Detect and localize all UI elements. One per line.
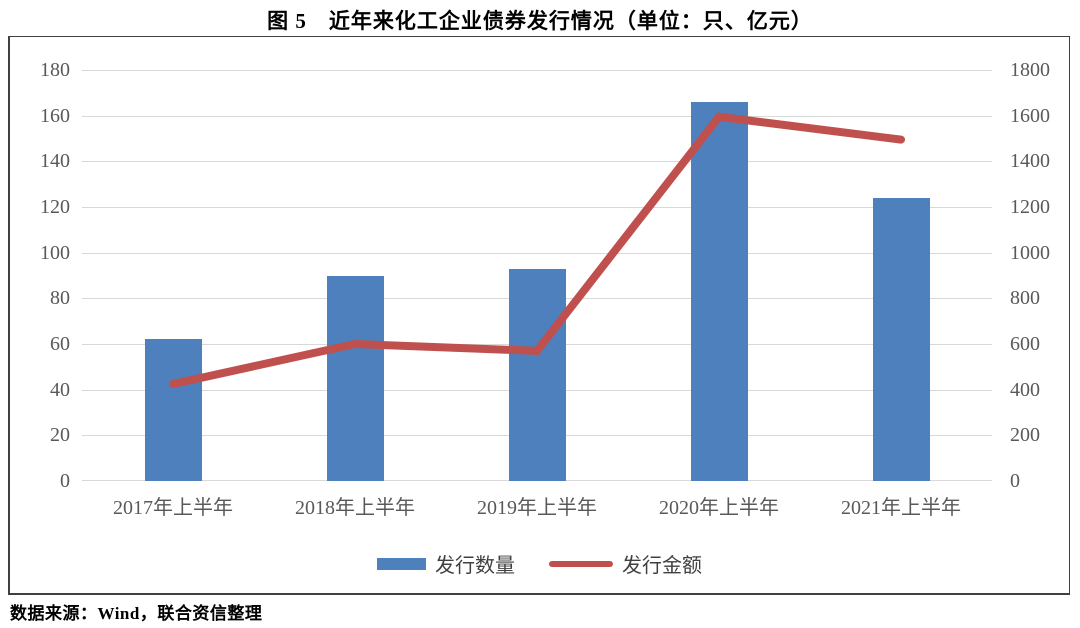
right-axis-tick: 1600	[1010, 104, 1050, 127]
x-axis-label: 2019年上半年	[477, 497, 597, 519]
left-axis-tick: 180	[40, 59, 70, 81]
gridline	[82, 70, 992, 71]
x-axis-label: 2021年上半年	[841, 497, 961, 519]
left-axis-tick: 0	[60, 470, 70, 492]
right-axis-tick: 1000	[1010, 241, 1050, 264]
gridline	[82, 161, 992, 162]
left-axis-tick: 120	[40, 196, 70, 218]
figure-title: 图 5 近年来化工企业债券发行情况（单位：只、亿元）	[267, 9, 813, 33]
right-axis-tick: 800	[1010, 287, 1040, 310]
left-axis-tick: 80	[50, 287, 70, 310]
right-axis-tick: 1800	[1010, 59, 1050, 81]
left-axis-tick: 100	[40, 241, 70, 264]
right-axis-tick: 1200	[1010, 196, 1050, 218]
bar	[508, 268, 566, 481]
legend-label-bar-series: 发行数量	[435, 555, 515, 577]
legend: 发行数量 发行金额	[10, 549, 1069, 578]
right-axis-tick: 400	[1010, 378, 1040, 401]
gridline	[82, 207, 992, 208]
left-axis-tick: 160	[40, 104, 70, 127]
line-series	[169, 112, 905, 388]
line-series-swatch	[549, 560, 613, 567]
bar	[144, 339, 202, 481]
right-axis-tick: 1400	[1010, 150, 1050, 173]
legend-item-bar-series: 发行数量	[377, 549, 515, 578]
bar-series-swatch	[377, 557, 426, 570]
legend-item-line-series: 发行金额	[549, 549, 702, 578]
x-axis-label: 2018年上半年	[295, 497, 415, 519]
left-axis-tick: 60	[50, 333, 70, 355]
legend-label-line-series: 发行金额	[622, 555, 702, 577]
data-source-note: 数据来源：Wind，联合资信整理	[10, 604, 263, 623]
x-axis-label: 2017年上半年	[113, 497, 233, 519]
gridline	[82, 253, 992, 254]
right-axis-tick: 600	[1010, 333, 1040, 355]
x-axis-label: 2020年上半年	[659, 497, 779, 519]
right-axis-tick: 0	[1010, 470, 1020, 492]
bar	[326, 275, 384, 481]
right-axis-tick: 200	[1010, 424, 1040, 447]
bar	[690, 101, 748, 481]
plot-area	[82, 70, 992, 481]
left-axis-tick: 40	[50, 378, 70, 401]
chart-frame: 发行数量 发行金额 180 160 140 120 100 80 60 40 20 0 1800 16…	[8, 36, 1070, 595]
bar	[872, 197, 930, 481]
left-axis-tick: 140	[40, 150, 70, 173]
gridline	[82, 116, 992, 117]
left-axis-tick: 20	[50, 424, 70, 447]
